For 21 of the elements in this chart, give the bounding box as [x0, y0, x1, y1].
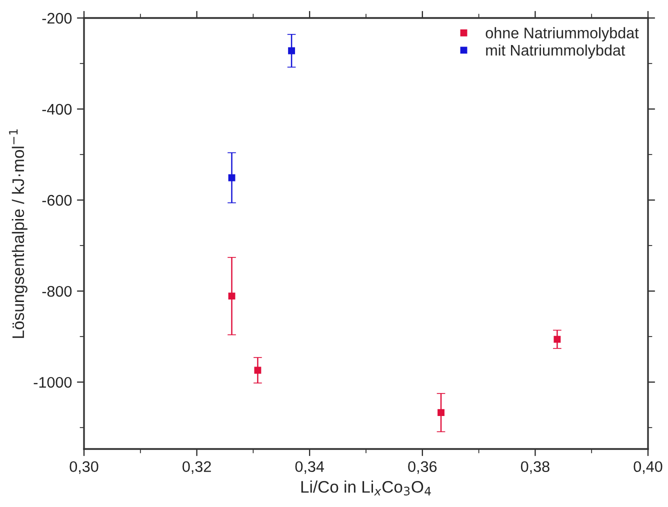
point	[288, 47, 296, 54]
legend-label: mit Natriummolybdat	[486, 44, 626, 59]
y-tick-label: -400	[42, 104, 72, 115]
point	[228, 174, 236, 182]
y-tick-label: -600	[42, 194, 72, 206]
point	[438, 409, 444, 416]
y-tick-label: -1000	[34, 376, 72, 388]
x-tick-label: 0,40	[634, 461, 662, 474]
x-axis-title: Li/Co in Li$_{x}$Co$_{3}$O$_{4}$	[301, 480, 431, 496]
x-tick-label: 0,38	[520, 461, 550, 474]
point	[554, 336, 561, 343]
y-axis-title: Lösungsenthalpie / kJ·mol$^{−1}$	[9, 129, 28, 338]
x-tick-label: 0,32	[182, 461, 211, 474]
x-tick-label: 0,36	[408, 461, 437, 474]
point	[254, 366, 262, 374]
legend-label: ohne Natriummolybdat	[486, 27, 639, 42]
point	[228, 292, 236, 300]
y-tick-label: -800	[42, 286, 72, 297]
x-tick-label: 0,30	[70, 461, 98, 474]
x-tick-label: 0,34	[295, 461, 324, 474]
y-tick-label: -200	[42, 12, 72, 24]
